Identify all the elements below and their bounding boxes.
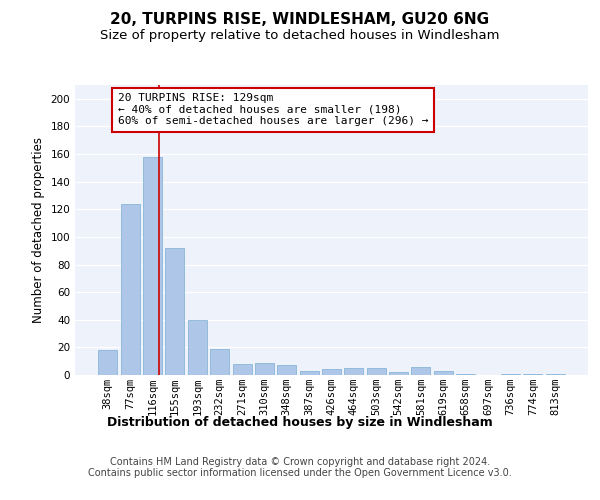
Bar	[121, 204, 140, 375]
Bar	[299, 371, 319, 375]
Bar	[166, 248, 184, 375]
Bar	[456, 374, 475, 375]
Bar	[188, 320, 207, 375]
Text: 20 TURPINS RISE: 129sqm
← 40% of detached houses are smaller (198)
60% of semi-d: 20 TURPINS RISE: 129sqm ← 40% of detache…	[118, 94, 428, 126]
Bar	[344, 368, 364, 375]
Y-axis label: Number of detached properties: Number of detached properties	[32, 137, 45, 323]
Bar	[322, 370, 341, 375]
Bar	[233, 364, 251, 375]
Bar	[210, 349, 229, 375]
Bar	[389, 372, 408, 375]
Bar	[523, 374, 542, 375]
Text: Contains HM Land Registry data © Crown copyright and database right 2024.
Contai: Contains HM Land Registry data © Crown c…	[88, 456, 512, 478]
Text: 20, TURPINS RISE, WINDLESHAM, GU20 6NG: 20, TURPINS RISE, WINDLESHAM, GU20 6NG	[110, 12, 490, 28]
Bar	[98, 350, 118, 375]
Bar	[412, 366, 430, 375]
Bar	[255, 362, 274, 375]
Bar	[545, 374, 565, 375]
Text: Size of property relative to detached houses in Windlesham: Size of property relative to detached ho…	[100, 29, 500, 42]
Bar	[143, 157, 162, 375]
Text: Distribution of detached houses by size in Windlesham: Distribution of detached houses by size …	[107, 416, 493, 429]
Bar	[277, 366, 296, 375]
Bar	[367, 368, 386, 375]
Bar	[501, 374, 520, 375]
Bar	[434, 371, 453, 375]
